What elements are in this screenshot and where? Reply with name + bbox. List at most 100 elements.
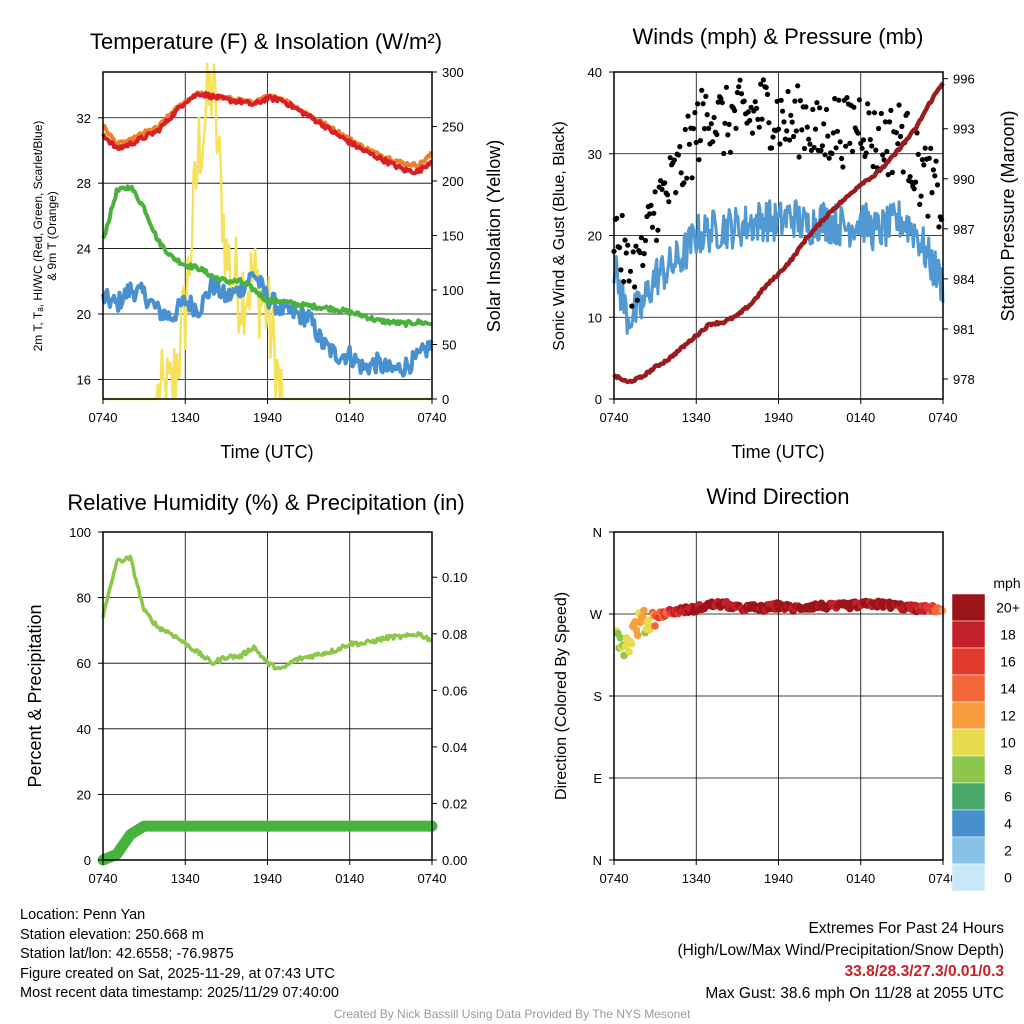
x-tick-label: 0140 xyxy=(335,410,364,425)
gust-point xyxy=(889,169,895,175)
y-tick-label: 981 xyxy=(953,322,975,337)
gust-point xyxy=(671,157,677,163)
gust-point xyxy=(737,77,743,83)
gust-point xyxy=(885,172,891,178)
max-gust: Max Gust: 38.6 mph On 11/28 at 2055 UTC xyxy=(705,984,1004,1002)
y-tick-label: 16 xyxy=(77,372,91,387)
humidity-line xyxy=(101,554,433,671)
legend-label: 0 xyxy=(1004,870,1012,886)
gust-point xyxy=(697,138,704,144)
wind-series xyxy=(611,77,945,385)
gust-point xyxy=(873,147,879,153)
gust-point xyxy=(791,133,797,140)
gust-point xyxy=(921,162,927,168)
gust-point xyxy=(758,81,764,87)
legend-swatch xyxy=(951,809,986,838)
direction-point xyxy=(625,648,633,656)
gust-point xyxy=(900,169,906,175)
direction-point xyxy=(627,640,636,648)
direction-point xyxy=(633,631,642,639)
temp-ylabel-left-1: 2m T, Tₐ, HI/WC (Red, Green, Scarlet/Blu… xyxy=(31,121,45,352)
gust-point xyxy=(666,199,672,205)
2m-temperature-line xyxy=(101,91,433,176)
legend-label: 12 xyxy=(1000,708,1016,724)
legend-label: 4 xyxy=(1004,816,1012,832)
gust-point xyxy=(708,121,714,127)
temp-tick-labels: 0740 1340 1940 0140 0740 16 20 24 28 32 0 50 100 150 2… xyxy=(77,65,464,425)
gust-point xyxy=(880,152,886,158)
wind-ylabel-left: Sonic Wind & Gust (Blue, Black) xyxy=(551,121,568,350)
temp-title: Temperature (F) & Insolation (W/m²) xyxy=(90,29,442,54)
x-tick-label: 1340 xyxy=(682,410,711,425)
extremes-title: Extremes For Past 24 Hours xyxy=(808,920,1004,937)
y-tick-label: 100 xyxy=(69,525,91,540)
gust-point xyxy=(869,143,875,149)
recent-data-timestamp: Most recent data timestamp: 2025/11/29 0… xyxy=(20,985,339,1001)
gust-point xyxy=(655,227,661,233)
y-tick-label: 40 xyxy=(588,65,602,80)
rh-title: Relative Humidity (%) & Precipitation (i… xyxy=(67,490,464,515)
station-info: Location: Penn Yan Station elevation: 25… xyxy=(20,906,339,1004)
gust-point xyxy=(693,139,699,146)
y-tick-label: 30 xyxy=(588,147,602,162)
y-tick-label: 0 xyxy=(595,392,602,407)
gust-point xyxy=(778,97,784,103)
y-tick-label: 20 xyxy=(77,307,91,322)
gust-point xyxy=(722,120,728,126)
gust-point xyxy=(759,116,765,122)
temp-ylabel-right: Solar Insolation (Yellow) xyxy=(484,140,504,332)
gust-point xyxy=(763,84,769,90)
y-tick-label: 20 xyxy=(588,229,602,244)
legend-swatch xyxy=(951,593,986,622)
gust-point xyxy=(629,303,635,309)
y-tick-label: 24 xyxy=(77,242,91,257)
gust-point xyxy=(840,164,846,170)
y-tick-label: 300 xyxy=(442,65,464,80)
gust-point xyxy=(632,284,638,290)
x-tick-label: 0140 xyxy=(846,410,875,425)
x-tick-label: 1940 xyxy=(253,871,282,886)
gust-point xyxy=(641,251,647,257)
gust-point xyxy=(821,121,827,127)
gust-point xyxy=(836,97,842,103)
gust-point xyxy=(627,268,634,274)
y-tick-label: W xyxy=(590,607,603,622)
y-tick-label: 993 xyxy=(953,122,975,137)
y-tick-label: 200 xyxy=(442,174,464,189)
gust-point xyxy=(915,151,921,157)
gust-point xyxy=(695,101,701,107)
gust-point xyxy=(653,237,660,243)
gust-point xyxy=(651,210,657,216)
x-tick-label: 1340 xyxy=(171,410,200,425)
legend-swatch xyxy=(951,647,986,676)
gust-point xyxy=(686,141,693,147)
gust-point xyxy=(642,237,649,244)
y-tick-label: 0 xyxy=(84,853,91,868)
precipitation-line xyxy=(97,820,438,866)
gust-point xyxy=(860,137,867,143)
gust-point xyxy=(856,97,863,103)
gust-point xyxy=(727,149,734,155)
gust-point xyxy=(819,143,826,149)
gust-point xyxy=(756,124,762,130)
gust-point xyxy=(738,91,745,97)
y-tick-label: 250 xyxy=(442,120,464,135)
gust-point xyxy=(733,125,739,131)
legend-swatch xyxy=(951,755,986,784)
speed-legend-title: mph xyxy=(993,575,1020,591)
gust-point xyxy=(812,126,819,132)
gust-point xyxy=(837,139,843,145)
gust-point xyxy=(833,145,839,151)
gust-point xyxy=(865,101,871,107)
gust-point xyxy=(741,98,747,104)
gust-point xyxy=(664,192,671,198)
gust-point xyxy=(652,189,658,195)
rh-ylabel-left: Percent & Precipitation xyxy=(25,604,45,787)
x-tick-label: 0140 xyxy=(335,871,364,886)
gust-point xyxy=(700,101,706,107)
gust-point xyxy=(648,202,654,208)
gust-point xyxy=(637,250,643,256)
y-tick-label: 28 xyxy=(77,176,91,191)
gust-point xyxy=(764,91,771,97)
gust-point xyxy=(690,126,697,132)
